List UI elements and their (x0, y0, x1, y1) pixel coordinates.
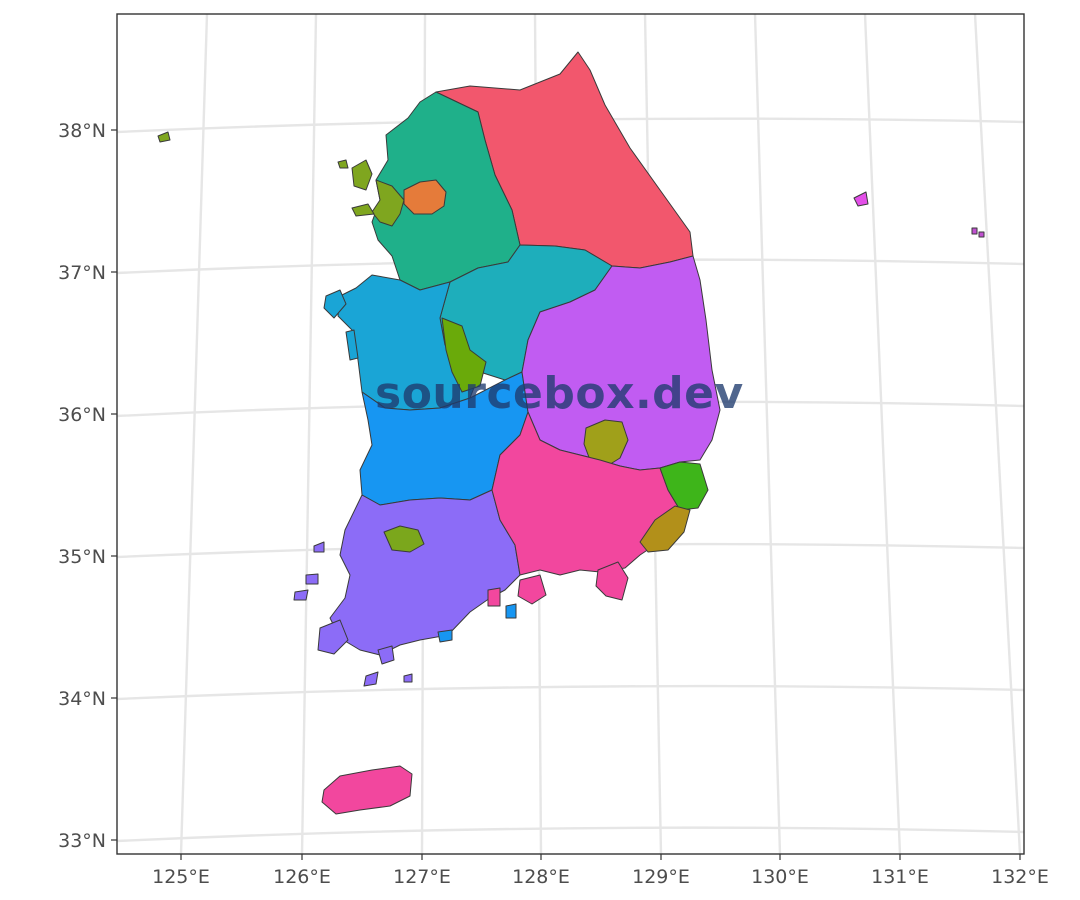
island-incheon-2 (351, 203, 375, 217)
region-seoul (403, 179, 447, 215)
lon-tick-label: 130°E (751, 866, 809, 888)
lon-tick-label: 126°E (273, 866, 331, 888)
island-jeonnam-7 (305, 573, 319, 585)
island-incheon-3 (337, 159, 349, 169)
y-axis: 38°N 37°N 36°N 35°N 34°N 33°N (58, 120, 117, 852)
island-jeonnam-1 (317, 619, 349, 655)
region-gwangju (383, 525, 425, 553)
island-namhae (517, 574, 547, 605)
lon-tick-label: 125°E (152, 866, 210, 888)
island-jeonnam-3 (437, 629, 453, 643)
island-jeonnam-5 (403, 673, 413, 683)
island-dokdo-east (971, 227, 978, 235)
korea-regions (157, 51, 985, 815)
region-gyeongnam (491, 411, 681, 576)
parallel-34 (117, 684, 1024, 701)
meridian-130 (753, 14, 782, 854)
lon-tick-label: 129°E (632, 866, 690, 888)
island-jeonnam-8 (313, 541, 325, 553)
island-jeonnam-6 (293, 589, 309, 601)
lat-tick-label: 38°N (58, 120, 106, 142)
meridian-132 (973, 14, 1022, 854)
island-chungnam-2 (323, 289, 347, 319)
region-incheon (371, 179, 405, 227)
region-busan (639, 505, 691, 553)
lon-tick-label: 127°E (393, 866, 451, 888)
island-incheon-4 (157, 131, 171, 143)
meridian-125 (179, 14, 209, 854)
region-jeonnam (329, 489, 521, 656)
region-ulsan (659, 461, 709, 511)
panel-border (116, 13, 1025, 855)
island-jeonnam-9 (487, 587, 501, 607)
parallel-33 (117, 826, 1024, 843)
lon-tick-label: 128°E (512, 866, 570, 888)
island-incheon-1 (351, 159, 373, 191)
island-chungnam-1 (345, 329, 359, 361)
lat-tick-label: 36°N (58, 404, 106, 426)
region-daejeon-sejong (441, 317, 487, 393)
lat-tick-label: 34°N (58, 688, 106, 710)
island-dokdo-west (978, 231, 985, 238)
region-jeju (321, 765, 413, 815)
watermark-text: sourcebox.dev (375, 368, 744, 419)
island-geoje (595, 561, 629, 601)
region-daegu (583, 419, 629, 469)
lon-tick-label: 131°E (871, 866, 929, 888)
island-jeonnam-4 (363, 671, 379, 687)
x-axis: 125°E 126°E 127°E 128°E 129°E 130°E 131°… (152, 854, 1049, 888)
lat-tick-label: 33°N (58, 830, 106, 852)
meridian-131 (863, 14, 902, 854)
island-jeonnam-10 (505, 603, 517, 619)
island-jeonnam-2 (377, 645, 395, 665)
lat-tick-label: 35°N (58, 546, 106, 568)
graticule (117, 14, 1024, 854)
island-ulleungdo (853, 191, 869, 207)
meridian-126 (300, 14, 318, 854)
lon-tick-label: 132°E (991, 866, 1049, 888)
lat-tick-label: 37°N (58, 262, 106, 284)
